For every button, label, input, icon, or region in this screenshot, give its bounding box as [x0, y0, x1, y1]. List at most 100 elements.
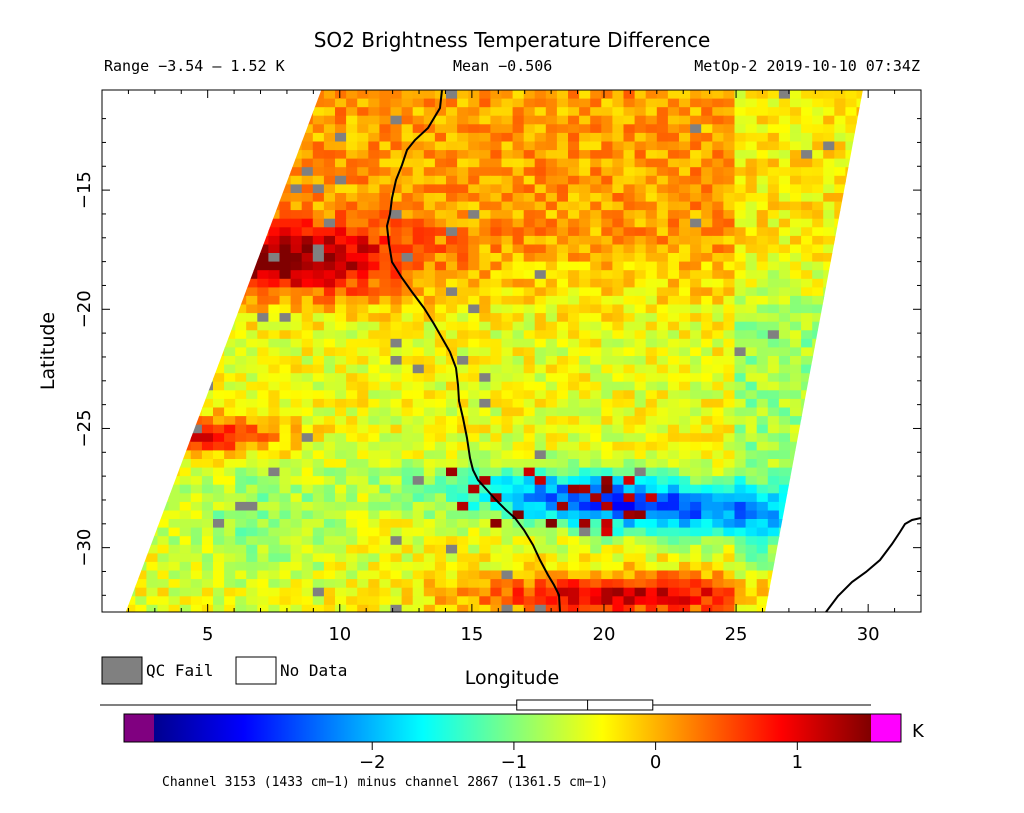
- heatmap-cell: [446, 476, 458, 486]
- heatmap-cell: [490, 450, 503, 460]
- heatmap-cell: [701, 158, 713, 168]
- heatmap-cell: [912, 245, 924, 254]
- heatmap-cell: [734, 132, 747, 143]
- heatmap-cell: [579, 115, 591, 125]
- heatmap-cell: [623, 321, 636, 331]
- heatmap-cell: [479, 570, 491, 580]
- heatmap-cell: [412, 175, 425, 185]
- heatmap-cell: [645, 356, 658, 366]
- heatmap-cell: [545, 287, 558, 297]
- heatmap-cell: [412, 450, 425, 460]
- heatmap-cell: [224, 98, 236, 108]
- heatmap-cell: [213, 484, 225, 494]
- heatmap-cell: [834, 124, 846, 134]
- heatmap-cell: [168, 484, 181, 494]
- heatmap-cell: [790, 304, 802, 314]
- heatmap-cell: [457, 90, 469, 100]
- heatmap-cell: [512, 90, 525, 100]
- heatmap-cell: [201, 527, 214, 537]
- heatmap-cell: [801, 381, 813, 391]
- heatmap-cell: [545, 218, 558, 228]
- heatmap-cell: [890, 253, 902, 262]
- heatmap-cell: [179, 115, 192, 125]
- heatmap-cell: [179, 604, 192, 612]
- heatmap-cell: [290, 278, 303, 288]
- heatmap-cell: [368, 604, 380, 612]
- heatmap-cell: [412, 184, 425, 194]
- heatmap-cell: [534, 295, 547, 306]
- heatmap-cell: [634, 364, 647, 374]
- heatmap-cell: [512, 124, 525, 134]
- heatmap-cell: [168, 98, 181, 108]
- heatmap-cell: [690, 433, 702, 443]
- heatmap-cell: [379, 553, 392, 563]
- heatmap-cell: [856, 553, 863, 563]
- heatmap-cell: [146, 579, 159, 589]
- heatmap-cell: [190, 218, 203, 228]
- heatmap-cell: [634, 261, 647, 271]
- heatmap-cell: [301, 218, 314, 228]
- heatmap-cell: [656, 150, 669, 160]
- heatmap-cell: [146, 90, 159, 100]
- heatmap-cell: [102, 296, 114, 305]
- heatmap-cell: [856, 519, 863, 529]
- heatmap-cell: [845, 141, 858, 151]
- heatmap-cell: [523, 287, 536, 297]
- heatmap-cell: [113, 511, 125, 520]
- heatmap-cell: [113, 347, 125, 356]
- heatmap-cell: [868, 519, 880, 528]
- heatmap-cell: [423, 424, 436, 434]
- heatmap-cell: [523, 235, 536, 246]
- heatmap-cell: [645, 193, 658, 203]
- heatmap-cell: [756, 493, 769, 503]
- heatmap-cell: [490, 132, 503, 143]
- heatmap-cell: [812, 519, 824, 529]
- heatmap-cell: [767, 467, 780, 477]
- heatmap-cell: [135, 90, 147, 100]
- heatmap-cell: [368, 261, 380, 271]
- heatmap-cell: [568, 115, 580, 125]
- heatmap-cell: [890, 562, 902, 571]
- heatmap-cell: [845, 295, 858, 306]
- heatmap-cell: [190, 141, 203, 151]
- heatmap-cell: [201, 141, 214, 151]
- heatmap-cell: [157, 476, 170, 486]
- heatmap-cell: [257, 416, 269, 426]
- heatmap-cell: [468, 295, 480, 306]
- heatmap-cell: [312, 467, 325, 477]
- heatmap-cell: [501, 510, 514, 520]
- heatmap-cell: [246, 227, 258, 237]
- heatmap-cell: [812, 433, 824, 443]
- heatmap-cell: [778, 210, 791, 220]
- heatmap-cell: [213, 519, 225, 529]
- heatmap-cell: [434, 321, 447, 331]
- heatmap-cell: [346, 398, 358, 409]
- heatmap-cell: [623, 493, 636, 503]
- heatmap-cell: [623, 330, 636, 340]
- heatmap-cell: [568, 295, 580, 306]
- heatmap-cell: [224, 167, 236, 177]
- heatmap-cell: [734, 484, 747, 494]
- heatmap-cell: [279, 459, 292, 469]
- y-axis: −15−20−25−30: [74, 118, 921, 596]
- heatmap-cell: [125, 544, 136, 554]
- heatmap-cell: [579, 459, 591, 469]
- heatmap-cell: [501, 561, 514, 572]
- heatmap-cell: [135, 570, 147, 580]
- heatmap-cell: [412, 519, 425, 529]
- heatmap-cell: [868, 605, 880, 614]
- heatmap-cell: [645, 527, 658, 537]
- heatmap-cell: [645, 450, 658, 460]
- heatmap-cell: [790, 381, 802, 391]
- heatmap-cell: [523, 441, 536, 451]
- heatmap-cell: [113, 571, 125, 580]
- heatmap-cell: [290, 356, 303, 366]
- heatmap-cell: [357, 613, 369, 622]
- heatmap-cell: [368, 381, 380, 391]
- heatmap-cell: [879, 107, 891, 116]
- heatmap-cell: [146, 536, 159, 546]
- heatmap-cell: [734, 596, 747, 606]
- heatmap-cell: [778, 90, 791, 100]
- heatmap-cell: [679, 604, 691, 612]
- heatmap-cell: [457, 476, 469, 486]
